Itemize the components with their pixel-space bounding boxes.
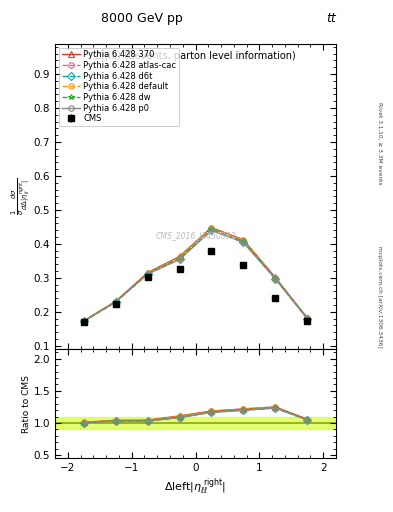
Pythia 6.428 370 bbox=[209, 224, 214, 230]
Pythia 6.428 p0 bbox=[305, 315, 310, 322]
Pythia 6.428 atlas-cac bbox=[177, 255, 182, 261]
Line: Pythia 6.428 default: Pythia 6.428 default bbox=[81, 225, 310, 324]
Pythia 6.428 atlas-cac bbox=[81, 318, 86, 324]
Line: Pythia 6.428 p0: Pythia 6.428 p0 bbox=[81, 227, 310, 324]
Line: Pythia 6.428 370: Pythia 6.428 370 bbox=[81, 225, 310, 324]
Pythia 6.428 370 bbox=[177, 253, 182, 260]
Pythia 6.428 default bbox=[81, 318, 86, 324]
Pythia 6.428 370 bbox=[305, 315, 310, 321]
Line: Pythia 6.428 dw: Pythia 6.428 dw bbox=[81, 226, 310, 324]
Pythia 6.428 dw bbox=[81, 318, 86, 324]
Pythia 6.428 dw bbox=[177, 255, 182, 261]
Pythia 6.428 atlas-cac bbox=[113, 299, 118, 305]
Y-axis label: $\frac{1}{\sigma}\frac{d\sigma}{d\Delta|\eta_{ll}^{right}|}$: $\frac{1}{\sigma}\frac{d\sigma}{d\Delta|… bbox=[10, 178, 32, 215]
Pythia 6.428 p0 bbox=[81, 318, 86, 324]
Pythia 6.428 370 bbox=[241, 237, 246, 243]
Pythia 6.428 370 bbox=[273, 274, 278, 281]
Pythia 6.428 atlas-cac bbox=[209, 226, 214, 232]
Pythia 6.428 atlas-cac bbox=[273, 275, 278, 282]
Pythia 6.428 dw bbox=[241, 239, 246, 245]
Line: Pythia 6.428 atlas-cac: Pythia 6.428 atlas-cac bbox=[81, 226, 310, 324]
Pythia 6.428 370 bbox=[81, 318, 86, 324]
Pythia 6.428 default bbox=[241, 238, 246, 244]
Pythia 6.428 d6t bbox=[305, 315, 310, 322]
Bar bbox=[55, 416, 336, 430]
Pythia 6.428 default bbox=[113, 298, 118, 305]
Pythia 6.428 d6t bbox=[113, 299, 118, 305]
Pythia 6.428 p0 bbox=[209, 227, 214, 233]
Line: Pythia 6.428 d6t: Pythia 6.428 d6t bbox=[81, 227, 310, 324]
Legend: Pythia 6.428 370, Pythia 6.428 atlas-cac, Pythia 6.428 d6t, Pythia 6.428 default: Pythia 6.428 370, Pythia 6.428 atlas-cac… bbox=[59, 48, 179, 125]
Pythia 6.428 dw bbox=[273, 275, 278, 282]
Pythia 6.428 default bbox=[145, 270, 150, 276]
Pythia 6.428 dw bbox=[209, 226, 214, 232]
Pythia 6.428 d6t bbox=[273, 276, 278, 282]
Pythia 6.428 d6t bbox=[241, 239, 246, 245]
Pythia 6.428 d6t bbox=[177, 256, 182, 262]
Text: tt: tt bbox=[326, 12, 336, 25]
Pythia 6.428 atlas-cac bbox=[145, 271, 150, 277]
Pythia 6.428 p0 bbox=[177, 257, 182, 263]
Pythia 6.428 370 bbox=[145, 270, 150, 276]
Text: mcplots.cern.ch [arXiv:1306.3436]: mcplots.cern.ch [arXiv:1306.3436] bbox=[377, 246, 382, 348]
Pythia 6.428 dw bbox=[305, 315, 310, 321]
Pythia 6.428 default bbox=[305, 315, 310, 321]
Pythia 6.428 atlas-cac bbox=[305, 315, 310, 322]
Text: Rivet 3.1.10, ≥ 3.3M events: Rivet 3.1.10, ≥ 3.3M events bbox=[377, 102, 382, 185]
Text: 8000 GeV pp: 8000 GeV pp bbox=[101, 12, 182, 25]
Pythia 6.428 default bbox=[177, 254, 182, 260]
Pythia 6.428 dw bbox=[145, 271, 150, 277]
Pythia 6.428 atlas-cac bbox=[241, 238, 246, 244]
Pythia 6.428 370 bbox=[113, 298, 118, 304]
Pythia 6.428 p0 bbox=[241, 240, 246, 246]
Pythia 6.428 d6t bbox=[81, 318, 86, 324]
X-axis label: $\Delta$left$|\eta_{\ell\ell}^{\;\mathrm{right}}|$: $\Delta$left$|\eta_{\ell\ell}^{\;\mathrm… bbox=[165, 476, 226, 497]
Pythia 6.428 default bbox=[273, 275, 278, 281]
Pythia 6.428 p0 bbox=[113, 299, 118, 305]
Text: CMS_2016_I1430892: CMS_2016_I1430892 bbox=[155, 231, 236, 241]
Pythia 6.428 p0 bbox=[273, 276, 278, 282]
Text: Δη(ll) (t̅levents, parton level information): Δη(ll) (t̅levents, parton level informat… bbox=[95, 51, 296, 61]
Pythia 6.428 default bbox=[209, 225, 214, 231]
Y-axis label: Ratio to CMS: Ratio to CMS bbox=[22, 375, 31, 433]
Pythia 6.428 d6t bbox=[209, 227, 214, 233]
Pythia 6.428 d6t bbox=[145, 271, 150, 277]
Pythia 6.428 dw bbox=[113, 299, 118, 305]
Pythia 6.428 p0 bbox=[145, 271, 150, 277]
